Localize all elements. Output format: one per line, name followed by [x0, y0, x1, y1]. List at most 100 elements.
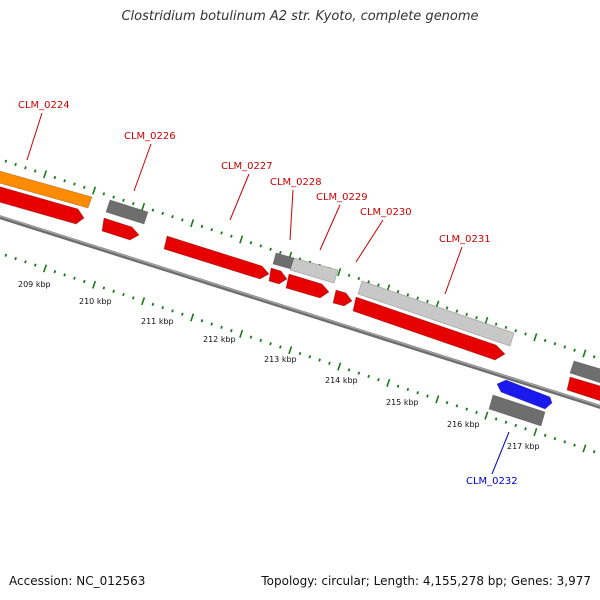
minor-tick: [249, 241, 253, 245]
kbp-tick-label: 213 kbp: [264, 355, 297, 364]
minor-tick: [122, 292, 125, 297]
minor-tick: [416, 296, 419, 300]
minor-tick: [514, 329, 518, 333]
kbp-tick-label: 214 kbp: [325, 376, 358, 385]
light-gray-gene-block[interactable]: [289, 257, 339, 284]
label-leader-line: [289, 189, 294, 241]
minor-tick: [543, 338, 547, 343]
cds-arrow[interactable]: [268, 267, 288, 285]
minor-tick: [563, 345, 567, 349]
gray-gene-block[interactable]: [488, 394, 546, 427]
map-title: Clostridium botulinum A2 str. Kyoto, com…: [121, 9, 479, 24]
gene-label: CLM_0230: [360, 207, 412, 218]
minor-tick: [151, 302, 155, 307]
minor-tick: [73, 276, 76, 280]
minor-tick: [63, 273, 66, 277]
minor-tick: [377, 283, 380, 287]
minor-tick: [573, 443, 576, 447]
major-tick: [337, 267, 342, 277]
cds-arrow[interactable]: [101, 217, 140, 241]
minor-tick: [4, 253, 8, 257]
minor-tick: [259, 244, 263, 248]
minor-tick: [475, 410, 478, 415]
kbp-tick-label: 212 kbp: [203, 335, 236, 344]
minor-tick: [455, 404, 459, 408]
minor-tick: [151, 208, 155, 212]
minor-tick: [4, 159, 8, 163]
minor-tick: [33, 169, 37, 173]
label-leader-line: [491, 431, 510, 475]
light-gray-gene-block[interactable]: [357, 280, 515, 347]
minor-tick: [269, 342, 272, 346]
minor-tick: [14, 162, 17, 167]
minor-tick: [504, 325, 508, 330]
cds-arrow[interactable]: [163, 235, 270, 280]
minor-tick: [181, 218, 184, 222]
orange-gene-block[interactable]: [0, 170, 93, 209]
minor-tick: [102, 192, 106, 196]
minor-tick: [82, 279, 86, 284]
gene-label: CLM_0232: [466, 476, 518, 487]
axis-tick-labels: 209 kbp 210 kbp 211 kbp 212 kbp 213 kbp 214 k…: [18, 280, 540, 451]
minor-tick: [112, 195, 115, 199]
kbp-tick-label: 215 kbp: [386, 398, 419, 407]
cds-arrow[interactable]: [566, 376, 600, 402]
major-tick: [92, 280, 97, 289]
cds-arrow[interactable]: [332, 289, 353, 307]
minor-tick: [200, 319, 204, 323]
minor-tick: [24, 166, 27, 170]
cds-arrow-reverse[interactable]: [496, 379, 553, 410]
minor-tick: [553, 437, 557, 441]
minor-tick: [377, 378, 380, 382]
minor-tick: [396, 384, 400, 388]
minor-tick: [318, 358, 321, 362]
minor-tick: [514, 423, 518, 428]
minor-tick: [328, 361, 331, 365]
cds-arrow[interactable]: [352, 296, 506, 361]
accession-text: Accession: NC_012563: [9, 574, 146, 588]
minor-tick: [573, 348, 576, 352]
minor-tick: [171, 215, 174, 219]
minor-tick: [553, 342, 557, 346]
minor-tick: [416, 391, 419, 395]
major-tick: [190, 313, 195, 322]
genome-backbone: [0, 215, 600, 409]
minor-tick: [102, 286, 106, 290]
kbp-tick-label: 216 kbp: [447, 420, 480, 429]
gray-gene-block[interactable]: [569, 360, 600, 384]
minor-tick: [14, 256, 17, 261]
minor-tick: [82, 185, 86, 189]
major-tick: [386, 378, 391, 388]
minor-tick: [445, 400, 449, 405]
major-tick: [337, 362, 342, 371]
minor-tick: [465, 407, 469, 411]
minor-tick: [592, 450, 596, 454]
cds-arrow[interactable]: [285, 273, 330, 299]
genome-summary-text: Topology: circular; Length: 4,155,278 bp…: [261, 574, 591, 588]
label-leader-line: [133, 143, 152, 192]
gene-label: CLM_0224: [18, 100, 70, 111]
label-leader-line: [229, 173, 250, 221]
minor-tick: [161, 306, 165, 310]
minor-tick: [347, 368, 351, 372]
major-tick: [484, 411, 489, 420]
label-leader-line: [26, 112, 43, 161]
cds-arrow[interactable]: [0, 185, 85, 225]
minor-tick: [210, 322, 214, 326]
gene-features: [0, 170, 600, 427]
gene-label: CLM_0229: [316, 192, 368, 203]
minor-tick: [171, 309, 174, 313]
label-leader-line: [319, 204, 341, 251]
major-tick: [43, 264, 48, 273]
minor-tick: [131, 296, 135, 300]
minor-tick: [249, 335, 253, 339]
minor-tick: [406, 387, 410, 392]
gene-label-leaders: [26, 112, 510, 475]
major-tick: [533, 333, 538, 342]
gray-gene-block[interactable]: [105, 199, 149, 225]
major-tick: [43, 170, 48, 179]
kbp-tick-label: 211 kbp: [141, 317, 174, 326]
minor-tick: [357, 276, 361, 281]
